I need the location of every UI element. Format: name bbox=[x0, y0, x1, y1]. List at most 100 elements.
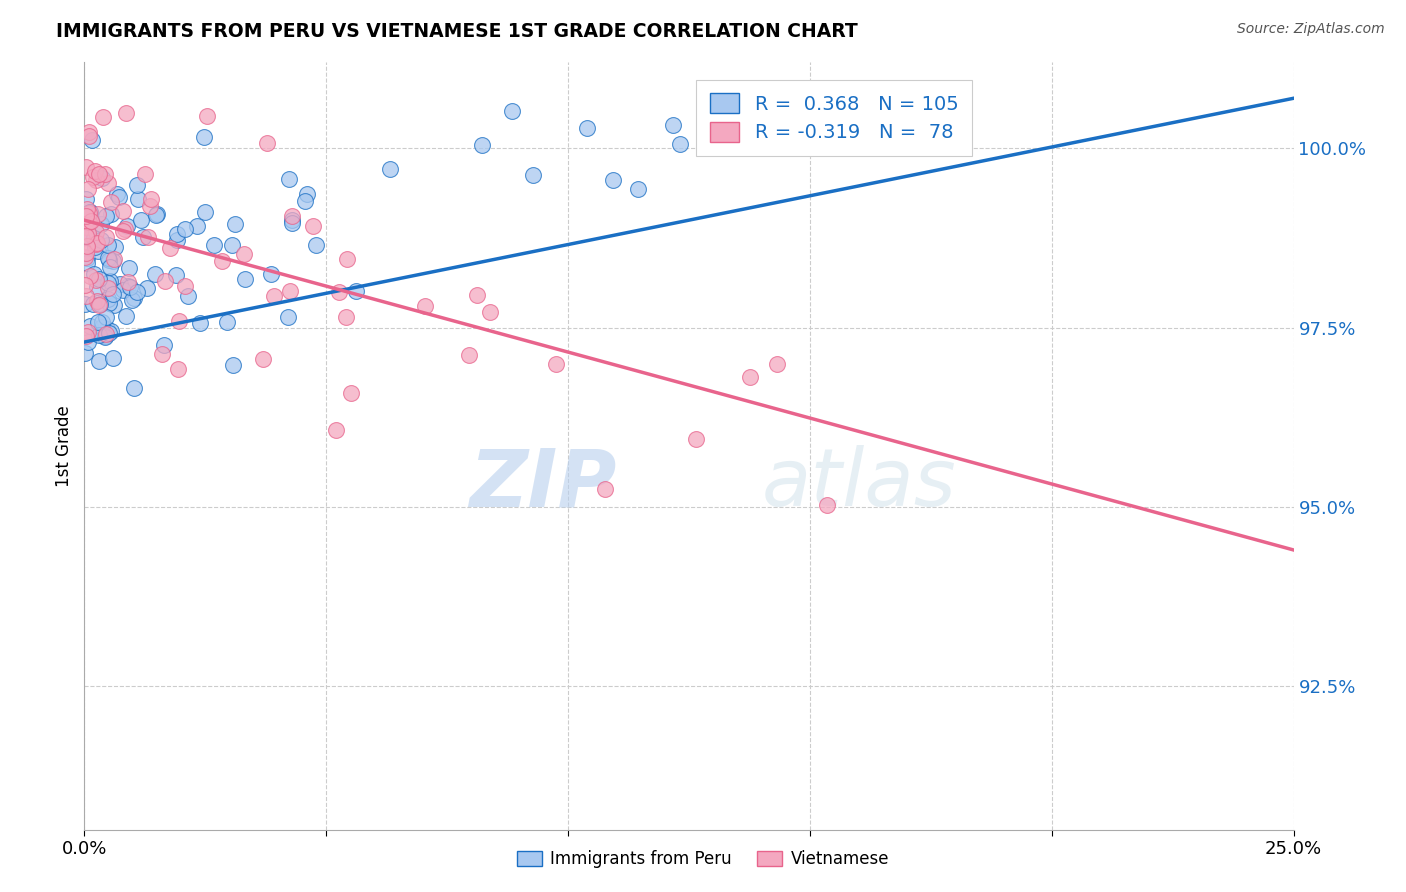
Point bbox=[87, 328, 110, 343]
Point bbox=[83, 164, 105, 178]
Point bbox=[627, 182, 650, 196]
Point bbox=[101, 253, 124, 268]
Point bbox=[256, 136, 278, 151]
Point bbox=[104, 240, 127, 254]
Point bbox=[94, 329, 117, 343]
Point bbox=[77, 125, 100, 139]
Point bbox=[138, 199, 160, 213]
Point bbox=[100, 207, 122, 221]
Point bbox=[114, 309, 136, 323]
Y-axis label: 1st Grade: 1st Grade bbox=[55, 405, 73, 487]
Point bbox=[75, 250, 97, 264]
Legend: Immigrants from Peru, Vietnamese: Immigrants from Peru, Vietnamese bbox=[510, 844, 896, 875]
Point bbox=[79, 204, 101, 219]
Point bbox=[662, 118, 685, 132]
Point bbox=[222, 358, 245, 372]
Point bbox=[80, 214, 103, 228]
Point bbox=[94, 229, 117, 244]
Point bbox=[202, 237, 225, 252]
Point bbox=[115, 219, 138, 233]
Point bbox=[108, 277, 131, 291]
Point bbox=[122, 291, 145, 305]
Point bbox=[134, 167, 156, 181]
Point bbox=[98, 260, 121, 275]
Point bbox=[76, 202, 98, 216]
Point bbox=[84, 225, 107, 239]
Point bbox=[97, 176, 120, 190]
Point bbox=[108, 190, 131, 204]
Point bbox=[79, 215, 101, 229]
Point bbox=[478, 305, 501, 319]
Point bbox=[94, 310, 117, 324]
Point bbox=[277, 172, 299, 186]
Point bbox=[86, 236, 108, 251]
Point bbox=[336, 252, 359, 267]
Point bbox=[122, 381, 145, 395]
Point bbox=[76, 325, 98, 339]
Point bbox=[153, 273, 176, 287]
Point bbox=[211, 254, 233, 268]
Point bbox=[86, 279, 108, 293]
Point bbox=[100, 195, 122, 210]
Point bbox=[471, 137, 494, 152]
Point bbox=[224, 217, 246, 231]
Point bbox=[73, 346, 96, 360]
Point bbox=[82, 297, 104, 311]
Point bbox=[97, 237, 120, 252]
Point bbox=[84, 173, 107, 187]
Point bbox=[90, 234, 112, 248]
Point bbox=[97, 296, 120, 310]
Point bbox=[105, 187, 128, 202]
Point bbox=[103, 298, 125, 312]
Point bbox=[87, 272, 110, 286]
Point bbox=[344, 284, 367, 298]
Point bbox=[97, 292, 120, 306]
Point bbox=[111, 224, 134, 238]
Point bbox=[544, 357, 567, 371]
Point bbox=[97, 276, 120, 290]
Point bbox=[195, 109, 218, 123]
Point bbox=[738, 370, 761, 384]
Point bbox=[190, 316, 212, 330]
Point bbox=[83, 267, 105, 281]
Point bbox=[101, 351, 124, 366]
Point bbox=[98, 326, 121, 340]
Point bbox=[159, 241, 181, 255]
Point bbox=[120, 280, 142, 294]
Point bbox=[143, 267, 166, 281]
Legend: R =  0.368   N = 105, R = -0.319   N =  78: R = 0.368 N = 105, R = -0.319 N = 78 bbox=[696, 79, 972, 156]
Point bbox=[174, 222, 197, 236]
Point bbox=[115, 105, 138, 120]
Point bbox=[98, 253, 121, 268]
Point bbox=[84, 236, 107, 251]
Point bbox=[125, 285, 148, 299]
Point bbox=[77, 226, 100, 240]
Point bbox=[82, 170, 104, 185]
Point bbox=[73, 278, 96, 293]
Point bbox=[766, 357, 789, 371]
Point bbox=[114, 222, 136, 236]
Point bbox=[86, 244, 108, 258]
Point bbox=[87, 206, 110, 220]
Point bbox=[413, 299, 436, 313]
Point bbox=[233, 271, 256, 285]
Point bbox=[100, 274, 122, 288]
Point bbox=[328, 285, 350, 300]
Point bbox=[86, 233, 108, 247]
Point bbox=[576, 121, 599, 136]
Point bbox=[94, 329, 117, 343]
Point bbox=[139, 192, 162, 206]
Point bbox=[75, 289, 97, 303]
Point bbox=[294, 194, 316, 208]
Point bbox=[335, 310, 357, 324]
Point bbox=[380, 162, 402, 177]
Point bbox=[84, 273, 107, 287]
Point bbox=[165, 268, 187, 283]
Point bbox=[465, 288, 488, 302]
Point bbox=[112, 283, 135, 297]
Point bbox=[194, 205, 217, 219]
Text: ZIP: ZIP bbox=[470, 445, 616, 524]
Point bbox=[91, 171, 114, 186]
Point bbox=[132, 230, 155, 244]
Point bbox=[87, 167, 110, 181]
